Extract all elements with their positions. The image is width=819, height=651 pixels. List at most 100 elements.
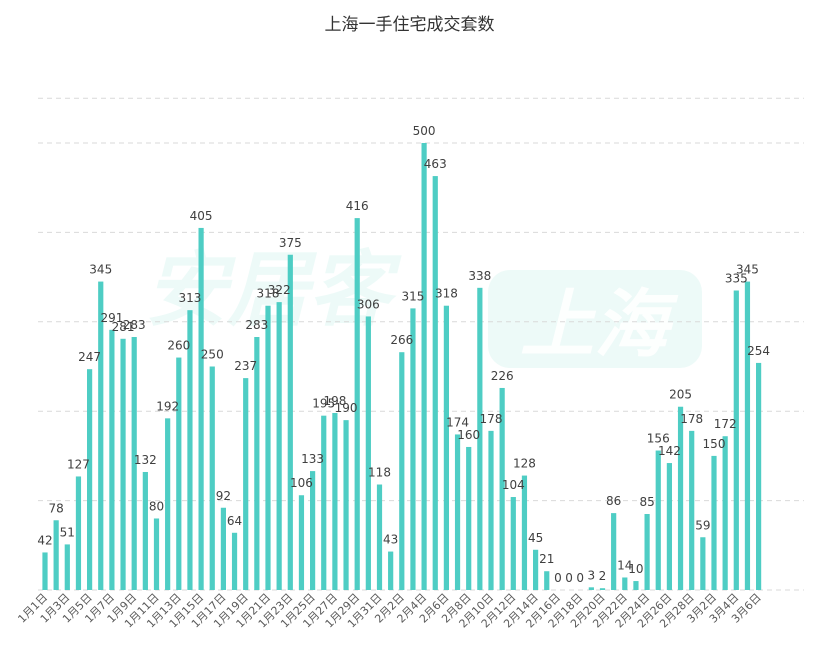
- bar: [722, 436, 728, 590]
- bar: [243, 378, 249, 590]
- bar: [443, 305, 449, 590]
- data-label: 80: [149, 499, 164, 513]
- data-label: 64: [227, 514, 242, 528]
- bar: [298, 495, 305, 590]
- bar: [744, 281, 751, 590]
- bar: [321, 415, 327, 590]
- data-label: 118: [368, 466, 391, 480]
- data-label: 306: [357, 297, 380, 311]
- data-label: 315: [401, 289, 424, 303]
- bar: [220, 507, 226, 590]
- data-label: 86: [606, 494, 621, 508]
- bar: [454, 434, 461, 590]
- bar: [276, 302, 282, 590]
- bar: [42, 552, 48, 590]
- bar: [354, 218, 360, 590]
- bar: [666, 463, 672, 590]
- data-label: 318: [257, 287, 280, 301]
- bar: [142, 471, 148, 590]
- bar: [421, 143, 427, 590]
- data-label: 345: [736, 263, 759, 277]
- data-label: 174: [446, 415, 469, 429]
- bar: [53, 520, 59, 590]
- data-label: 178: [480, 412, 503, 426]
- data-label: 250: [201, 348, 224, 362]
- bar: [533, 549, 539, 590]
- bar: [488, 430, 494, 590]
- bar: [176, 357, 182, 590]
- data-label: 192: [156, 399, 179, 413]
- data-label: 178: [680, 412, 703, 426]
- data-label: 45: [528, 531, 543, 545]
- bar: [231, 532, 238, 590]
- data-label: 3: [588, 568, 596, 582]
- data-label: 85: [639, 495, 654, 509]
- data-label: 0: [554, 571, 562, 585]
- data-label: 205: [669, 388, 692, 402]
- bar: [677, 406, 684, 590]
- data-label: 405: [190, 209, 213, 223]
- data-label: 160: [457, 428, 480, 442]
- data-label: 2: [599, 569, 607, 583]
- bar: [75, 476, 82, 590]
- data-label: 313: [178, 291, 201, 305]
- bar: [644, 514, 650, 590]
- value-labels: 4278511272473452912812831328019226031340…: [37, 124, 770, 585]
- bar: [432, 176, 438, 590]
- data-label: 254: [747, 344, 770, 358]
- watermark-badge: [488, 270, 702, 368]
- data-label: 260: [167, 339, 190, 353]
- data-label: 338: [468, 269, 491, 283]
- bar: [209, 366, 215, 590]
- bar: [711, 455, 717, 590]
- bar: [399, 352, 405, 590]
- bar: [756, 362, 762, 590]
- bar: [98, 281, 104, 590]
- data-label: 283: [123, 318, 146, 332]
- data-label: 463: [424, 157, 447, 171]
- data-label: 150: [703, 437, 726, 451]
- bar: [410, 308, 416, 590]
- data-label: 318: [435, 287, 458, 301]
- bar: [622, 577, 628, 590]
- bar: [689, 430, 695, 590]
- bar: [376, 484, 383, 590]
- data-label: 10: [628, 562, 643, 576]
- data-label: 198: [323, 394, 346, 408]
- bar: [733, 290, 739, 590]
- data-label: 78: [49, 501, 64, 515]
- chart-title: 上海一手住宅成交套数: [324, 15, 495, 35]
- data-label: 156: [647, 432, 670, 446]
- bar: [477, 287, 483, 590]
- data-label: 92: [216, 489, 231, 503]
- data-label: 247: [78, 350, 101, 364]
- watermark-badge-text: 上海: [520, 282, 679, 368]
- data-label: 237: [234, 359, 257, 373]
- bar: [198, 227, 204, 590]
- bar: [521, 475, 528, 590]
- bar: [599, 588, 606, 590]
- bar: [109, 329, 115, 590]
- data-label: 51: [60, 525, 75, 539]
- data-label: 142: [658, 444, 681, 458]
- x-axis-ticks: 1月1日1月3日1月5日1月7日1月9日1月11日1月13日1月15日1月17日…: [15, 591, 763, 631]
- bar: [343, 420, 349, 590]
- bar: [287, 254, 293, 590]
- bar: [120, 338, 126, 590]
- bar: [265, 305, 271, 590]
- bars: [42, 143, 762, 590]
- data-label: 281: [112, 320, 135, 334]
- bar: [510, 497, 516, 590]
- bar: [332, 412, 338, 590]
- data-label: 106: [290, 476, 313, 490]
- data-label: 500: [413, 124, 436, 138]
- data-label: 226: [491, 369, 514, 383]
- data-label: 0: [565, 571, 573, 585]
- data-label: 172: [714, 417, 737, 431]
- bar: [466, 446, 472, 590]
- bar: [187, 310, 193, 590]
- data-label: 21: [539, 552, 554, 566]
- data-label: 416: [346, 199, 369, 213]
- bar: [388, 551, 394, 590]
